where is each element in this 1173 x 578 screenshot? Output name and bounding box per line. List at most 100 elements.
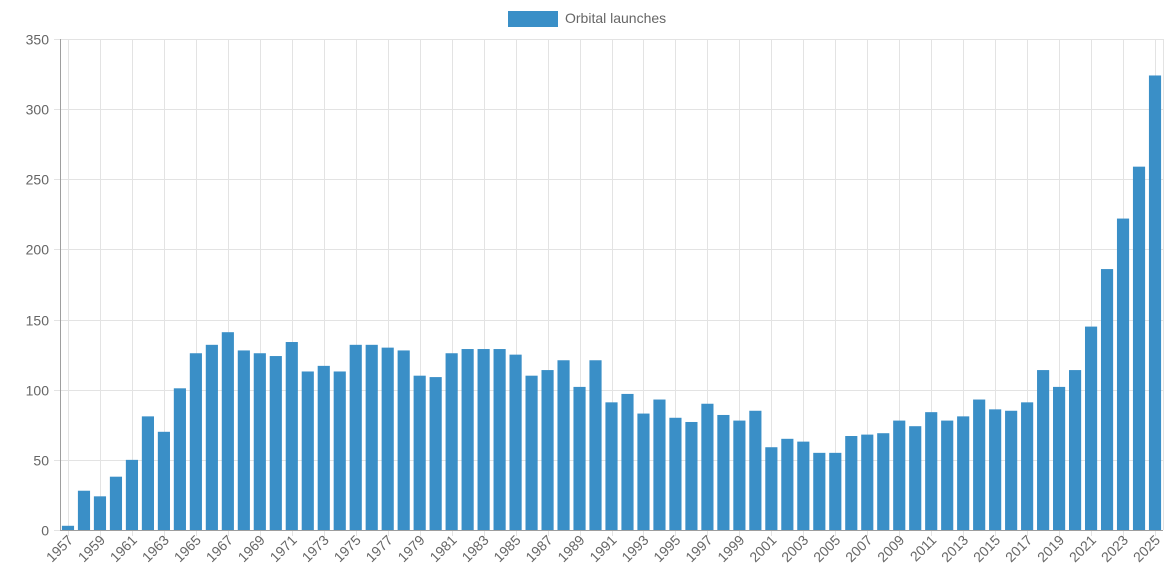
bar [573,386,586,530]
bar [333,371,346,530]
legend-swatch [508,11,558,27]
y-tick-label: 350 [26,32,50,48]
x-tick-label: 2011 [907,532,940,565]
bar [61,525,75,530]
bar [957,416,970,530]
bar [589,360,602,530]
bar [653,399,666,530]
bar [877,433,890,530]
x-tick-label: 2005 [810,532,843,565]
bar [861,434,874,530]
y-tick-label: 250 [26,172,50,188]
y-tick-label: 0 [41,523,49,539]
bar [461,349,474,530]
bar [669,417,682,530]
axes [60,39,1163,531]
bar [829,452,842,530]
x-tick-label: 2023 [1098,532,1131,565]
y-tick-label: 150 [26,313,50,329]
bar [253,353,266,530]
x-tick-label: 1997 [682,532,715,565]
x-tick-label: 1987 [522,532,555,565]
bar [109,476,123,530]
x-tick-label: 2003 [778,532,811,565]
bar [1132,166,1146,530]
bar [173,388,186,530]
bar [621,393,634,530]
bar [557,360,570,530]
bar [269,356,282,530]
bar [1021,402,1034,530]
bar [493,349,506,530]
x-tick-labels: 1957195919611963196519671969197119731975… [43,532,1164,565]
x-tick-label: 1991 [586,532,619,565]
x-tick-label: 1979 [394,532,427,565]
x-tick-label: 1973 [299,532,332,565]
x-tick-label: 2007 [842,532,875,565]
bar [813,452,826,530]
bar [701,403,714,530]
x-tick-label: 1967 [203,532,236,565]
legend[interactable]: Orbital launches [508,10,666,27]
x-tick-label: 1989 [554,532,587,565]
y-tick-label: 200 [26,242,50,258]
x-tick-label: 1995 [650,532,683,565]
x-tick-label: 1963 [139,532,172,565]
bar [525,375,538,530]
x-tick-label: 2015 [970,532,1003,565]
bar [157,431,170,530]
x-tick-label: 2021 [1066,532,1099,565]
bar [189,353,202,530]
bar [1100,269,1114,530]
y-tick-label: 300 [26,102,50,118]
x-tick-label: 1993 [618,532,651,565]
bar [717,414,730,530]
x-tick-label: 2013 [938,532,971,565]
x-tick-label: 2019 [1034,532,1067,565]
bar [317,365,330,530]
legend-label: Orbital launches [565,10,666,26]
bar [845,436,858,530]
bar [765,447,778,530]
x-tick-label: 1981 [426,532,459,565]
x-tick-label: 1961 [107,532,140,565]
bar [1116,218,1130,530]
bar [445,353,458,530]
bar [141,416,154,530]
bar [749,410,762,530]
bar [973,399,986,530]
bar [1084,326,1098,530]
bar [397,350,410,530]
y-tick-labels: 0 50 100 150 200 250 300 350 [26,32,50,539]
bar [925,412,938,530]
bar [1069,370,1082,530]
bar [77,490,91,530]
bar [1037,370,1050,530]
bar [941,420,954,530]
x-tick-label: 2025 [1130,532,1163,565]
bar [637,413,650,530]
x-tick-label: 1965 [171,532,204,565]
bar [541,370,554,530]
x-tick-label: 2009 [874,532,907,565]
bar [733,420,746,530]
x-tick-label: 1977 [362,532,395,565]
bar [605,402,618,530]
x-tick-label: 1971 [267,532,300,565]
x-tick-label: 1975 [331,532,364,565]
bar [285,342,298,530]
bar [93,496,107,530]
bar [909,426,922,530]
bar [205,344,218,530]
bar [349,344,362,530]
x-tick-label: 1985 [490,532,523,565]
bar [237,350,250,530]
x-tick-label: 1999 [714,532,747,565]
bar [365,344,378,530]
x-tick-label: 1959 [75,532,108,565]
bar [1148,75,1162,530]
bar [381,347,394,530]
bar [989,409,1002,530]
bar [509,354,522,530]
